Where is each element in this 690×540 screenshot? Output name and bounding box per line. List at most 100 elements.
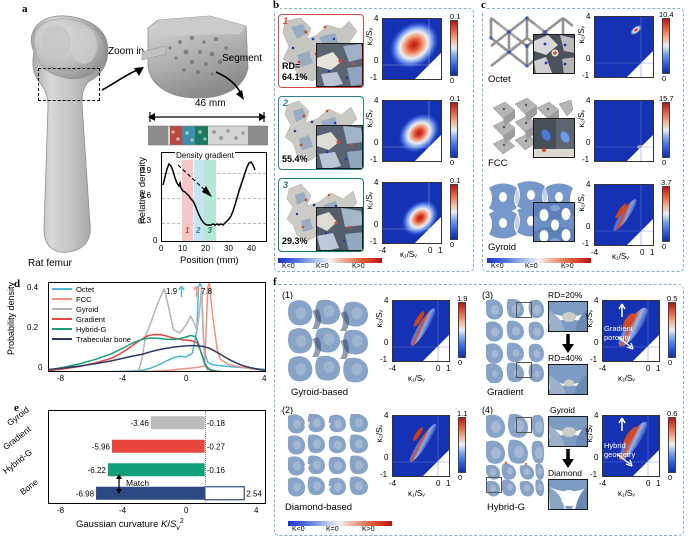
colorbar-c-gyroid-min: 0 <box>662 242 667 251</box>
bone-sample-inset-3 <box>316 207 363 251</box>
heatmap-b1-ytick-0: 0 <box>374 56 379 65</box>
series-trabecular-bone <box>49 344 265 371</box>
panel-c-label: c <box>480 0 487 11</box>
heatmap-f3-ytick-0: 0 <box>594 338 599 347</box>
colorbar-c-gyroid-max: 3.7 <box>661 178 672 187</box>
panel-e-xtick-0: 0 <box>184 506 189 515</box>
heatmap-f4 <box>602 415 660 477</box>
colorbar-b2 <box>450 102 458 158</box>
colorbar-c-gyroid <box>662 186 670 242</box>
density-ytick-2: 0.6 <box>140 191 152 200</box>
epiphysis-render <box>141 15 249 99</box>
heatmap-c-fcc <box>594 100 654 162</box>
panel-c-row-octet: Octet 10.4 0 4 0 -1 κ₂/Sᵥ <box>487 10 681 92</box>
colorbar-b1-min: 0 <box>450 76 455 85</box>
heatmap-f2-ytick-4: 4 <box>384 411 389 420</box>
heatmap-b1-ylabel: κ₂/Sᵥ <box>365 28 374 46</box>
fcc-label: FCC <box>488 158 508 169</box>
series-fcc <box>140 283 265 371</box>
f3-note-line2: porosity <box>604 333 631 342</box>
heatmap-f2-ylabel: κ₂/Sᵥ <box>375 425 384 443</box>
sample-id-3: 3 <box>283 180 289 190</box>
heatmap-b1-ytick-4: 4 <box>374 14 379 23</box>
heatmap-f1-ytick-m1: -1 <box>380 355 388 364</box>
density-ytick-3: 0.9 <box>140 166 152 175</box>
heatmap-f4-xtick-1: 1 <box>656 479 661 488</box>
heatmap-f3-xlabel: κ₁/Sᵥ <box>618 374 635 383</box>
heatmap-b2-ytick-4: 4 <box>374 96 379 105</box>
scale-bar-label: 46 mm <box>195 98 226 109</box>
octet-label: Octet <box>488 74 511 85</box>
heatmap-b-xlabel: κ₁/Sᵥ <box>400 250 417 259</box>
legend-swatch-gradient <box>52 317 72 321</box>
heatmap-f2 <box>392 415 450 477</box>
density-ylabel: Relative density <box>137 157 148 225</box>
colorbar-b3-min: 0 <box>450 240 455 249</box>
colorbar-f4-max: 0.6 <box>667 409 678 418</box>
panel-a: a Zoom in <box>0 0 272 272</box>
heatmap-b1-ytick-m1: -1 <box>370 73 378 82</box>
f4-inset-bottom-label: Diamond <box>548 468 583 478</box>
colorbar-f1 <box>458 302 466 358</box>
density-chart: Density gradient 1 2 3 0 0.3 0.6 0.9 0 1… <box>137 151 270 270</box>
panel-e-cat-bone: Bone <box>18 476 40 497</box>
heatmap-f2-xlabel: κ₁/Sᵥ <box>408 489 425 498</box>
density-plot-area: Density gradient 1 2 3 <box>161 151 267 242</box>
heatmap-f2-xtick-0: 0 <box>436 479 441 488</box>
heatmap-f1-ylabel: κ₂/Sᵥ <box>375 310 384 328</box>
density-xtick-2: 20 <box>201 244 210 253</box>
rd-prefix-1: RD= <box>282 61 301 71</box>
heatmap-f1-xtick-m4: -4 <box>389 364 397 373</box>
colorbar-f4 <box>668 417 676 473</box>
bone-sample-inset-1 <box>316 43 363 87</box>
heatmap-b-xtick-m4: -4 <box>379 246 387 255</box>
heatmap-b2-ylabel: κ₂/Sᵥ <box>365 110 374 128</box>
panel-b-key-pos: K>0 <box>352 263 365 270</box>
segment-arrow <box>215 71 244 100</box>
heatmap-f3-xtick-m4: -4 <box>599 364 607 373</box>
f4-inset-top-label: Gyroid <box>550 405 576 415</box>
panel-e-xtick-m8: -8 <box>57 506 65 515</box>
panel-e: e -3.46 -0.18 -5.96 -0.27 -6.22 -0.16 -6.98 2.5… <box>0 402 272 540</box>
heatmap-f3-ylabel: κ₂/Sᵥ <box>585 310 594 328</box>
legend-label-octet: Octet <box>76 284 95 294</box>
rd-value-1: 64.1% <box>282 72 308 82</box>
panel-c-row-gyroid: Gyroid 3.7 0 4 0 -1 κ₂/Sᵥ -4 0 1 κ₁/Sᵥ <box>487 178 681 261</box>
f4-name: Hybrid-G <box>487 502 526 513</box>
heatmap-f4-xtick-m4: -4 <box>599 479 607 488</box>
colorbar-b2-min: 0 <box>450 158 455 167</box>
heatmap-f1-ytick-4: 4 <box>384 296 389 305</box>
heatmap-b2 <box>382 100 442 162</box>
bar-pos-label-hybrid-g: -0.16 <box>207 466 226 475</box>
heatmap-f1 <box>392 300 450 362</box>
density-ytick-0: 0 <box>153 236 158 245</box>
panel-f-colorkey-bar <box>288 521 392 526</box>
panel-a-label: a <box>22 3 28 15</box>
heatmap-f4-xtick-0: 0 <box>646 479 651 488</box>
colorbar-b2-max: 0.1 <box>450 94 461 103</box>
heatmap-c-gyroid-ylabel: κ₂/Sᵥ <box>577 194 586 212</box>
femur-render <box>31 15 109 253</box>
heatmap-f3-ytick-4: 4 <box>594 296 599 305</box>
colorbar-c-fcc-min: 0 <box>662 158 667 167</box>
bar-pos-label-gyroid: -0.18 <box>207 419 226 428</box>
heatmap-c-fcc-ytick-0: 0 <box>586 138 591 147</box>
bone-sample-box-3: 3 29.3% <box>278 178 364 252</box>
bar-neg-gradient <box>111 439 205 453</box>
panel-b-row-1: 1 RD= 64.1% 0.1 0 4 0 -1 κ₂/Sᵥ <box>278 12 470 92</box>
panel-e-xlabel-text: Gaussian curvature K/Sv2 <box>76 518 184 533</box>
colorbar-f2-min: 0 <box>458 473 463 482</box>
heatmap-c-fcc-ylabel: κ₂/Sᵥ <box>577 110 586 128</box>
f3-id: (3) <box>482 290 493 300</box>
legend-swatch-fcc <box>52 297 72 301</box>
peak-annotation-octet: 1.9 <box>166 286 185 297</box>
fcc-inset <box>533 118 575 158</box>
region-1 <box>182 153 194 241</box>
density-xtick-1: 10 <box>178 244 187 253</box>
heatmap-c-octet-ytick-0: 0 <box>586 54 591 63</box>
heatmap-c-octet-ylabel: κ₂/Sᵥ <box>577 26 586 44</box>
f4-inset-bottom <box>548 479 588 510</box>
heatmap-c-octet-ytick-m1: -1 <box>582 71 590 80</box>
panel-e-xtick-4: 4 <box>254 506 259 515</box>
panel-d-plot-area <box>48 282 266 372</box>
